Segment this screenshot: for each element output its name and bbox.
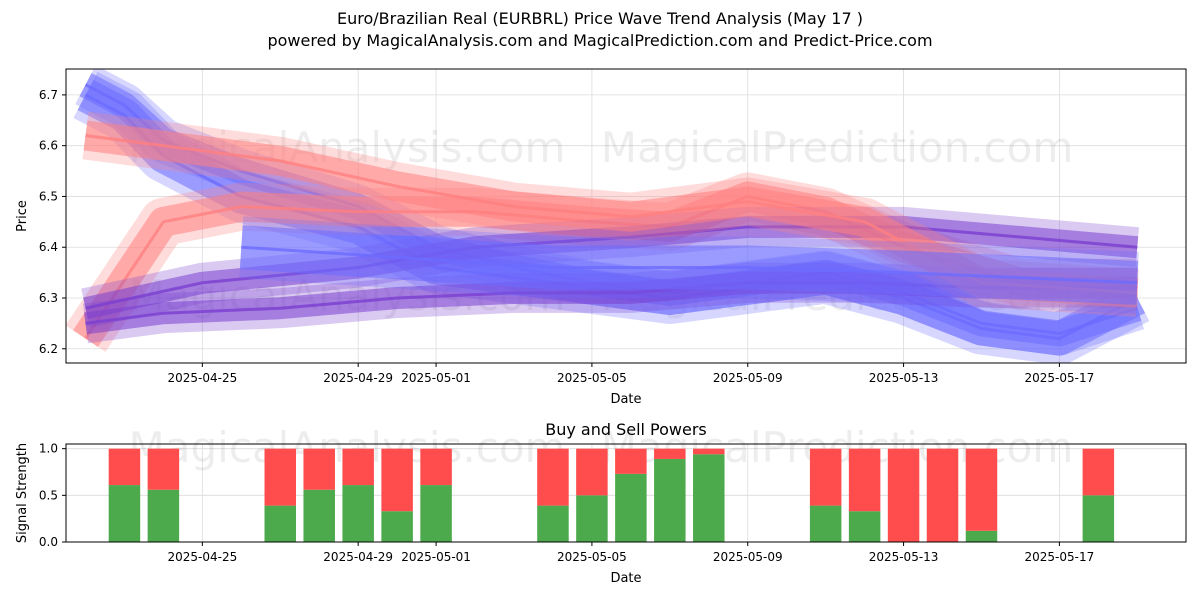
power-x-axis-label: Date	[610, 571, 641, 586]
sell-bar	[926, 448, 959, 542]
price-y-axis-label: Price	[15, 200, 30, 232]
price-series	[66, 69, 1150, 363]
buy-bar	[264, 505, 297, 542]
x-tick-label: 2025-05-13	[869, 371, 939, 385]
x-tick-label: 2025-05-05	[557, 550, 627, 564]
power-x-ticks: 2025-04-25 2025-04-29 2025-05-01 2025-05-05…	[167, 542, 1094, 564]
sell-bar	[303, 448, 335, 490]
buy-bar	[342, 485, 374, 542]
buy-bar	[654, 458, 686, 542]
price-y-ticks: 6.2 6.3 6.4 6.5 6.6 6.7	[39, 88, 66, 356]
power-bars	[108, 448, 1115, 542]
sell-bar	[887, 448, 920, 542]
sell-bar	[809, 448, 842, 506]
sell-bar	[147, 448, 180, 490]
x-tick-label: 2025-05-05	[557, 371, 627, 385]
sell-bar	[264, 448, 297, 506]
sell-bar	[420, 448, 452, 486]
x-tick-label: 2025-05-17	[1025, 550, 1095, 564]
y-tick-label: 1.0	[39, 442, 58, 456]
buy-bar	[147, 489, 180, 542]
sell-bar	[693, 448, 725, 455]
x-tick-label: 2025-05-17	[1025, 371, 1095, 385]
y-tick-label: 6.2	[39, 342, 58, 356]
x-tick-label: 2025-05-09	[713, 371, 783, 385]
title-block: Euro/Brazilian Real (EURBRL) Price Wave …	[0, 8, 1200, 52]
power-y-ticks: 0.0 0.5 1.0	[39, 442, 66, 549]
power-panel-border	[65, 443, 1187, 543]
buy-bar	[693, 454, 725, 542]
sell-bar	[342, 448, 374, 486]
buy-bar	[537, 505, 569, 542]
x-tick-label: 2025-04-25	[167, 371, 237, 385]
buy-bar	[1082, 495, 1115, 542]
power-y-axis-label: Signal Strength	[15, 443, 30, 543]
wave-line	[241, 245, 1138, 285]
x-tick-label: 2025-05-13	[869, 550, 939, 564]
buy-bar	[848, 511, 881, 542]
buy-bar	[809, 505, 842, 542]
y-tick-label: 0.0	[39, 535, 58, 549]
y-tick-label: 6.3	[39, 291, 58, 305]
buy-bar	[965, 530, 998, 542]
power-panel: Buy and Sell Powers MagicalAnalysis.com …	[15, 420, 1187, 586]
sell-bar	[615, 448, 647, 474]
buy-bar	[108, 485, 141, 542]
sell-bar	[576, 448, 608, 496]
power-panel-title: Buy and Sell Powers	[545, 420, 707, 439]
y-tick-label: 6.7	[39, 88, 58, 102]
x-tick-label: 2025-05-09	[713, 550, 783, 564]
sell-bar	[965, 448, 998, 531]
watermark-prediction: MagicalPrediction.com	[601, 123, 1074, 172]
price-panel-border	[65, 68, 1187, 364]
sell-bar	[537, 448, 569, 506]
chart-title: Euro/Brazilian Real (EURBRL) Price Wave …	[337, 9, 863, 28]
x-tick-label: 2025-05-01	[401, 371, 471, 385]
sell-bar	[848, 448, 881, 512]
x-tick-label: 2025-04-29	[323, 550, 393, 564]
y-tick-label: 6.5	[39, 189, 58, 203]
y-tick-label: 6.4	[39, 240, 58, 254]
price-panel: MagicalAnalysis.com MagicalPrediction.co…	[15, 68, 1187, 407]
x-tick-label: 2025-04-25	[167, 550, 237, 564]
price-x-ticks: 2025-04-25 2025-04-29 2025-05-01 2025-05-05…	[167, 363, 1094, 385]
buy-bar	[381, 511, 413, 542]
y-tick-label: 6.6	[39, 139, 58, 153]
sell-bar	[108, 448, 141, 486]
sell-bar	[1082, 448, 1115, 496]
buy-bar	[615, 473, 647, 542]
sell-bar	[381, 448, 413, 512]
buy-bar	[576, 495, 608, 542]
x-tick-label: 2025-05-01	[401, 550, 471, 564]
y-tick-label: 0.5	[39, 488, 58, 502]
x-tick-label: 2025-04-29	[323, 371, 393, 385]
sell-bar	[654, 448, 686, 459]
buy-bar	[420, 485, 452, 542]
buy-bar	[303, 489, 335, 542]
price-x-axis-label: Date	[610, 392, 641, 407]
chart-subtitle: powered by MagicalAnalysis.com and Magic…	[267, 31, 933, 50]
